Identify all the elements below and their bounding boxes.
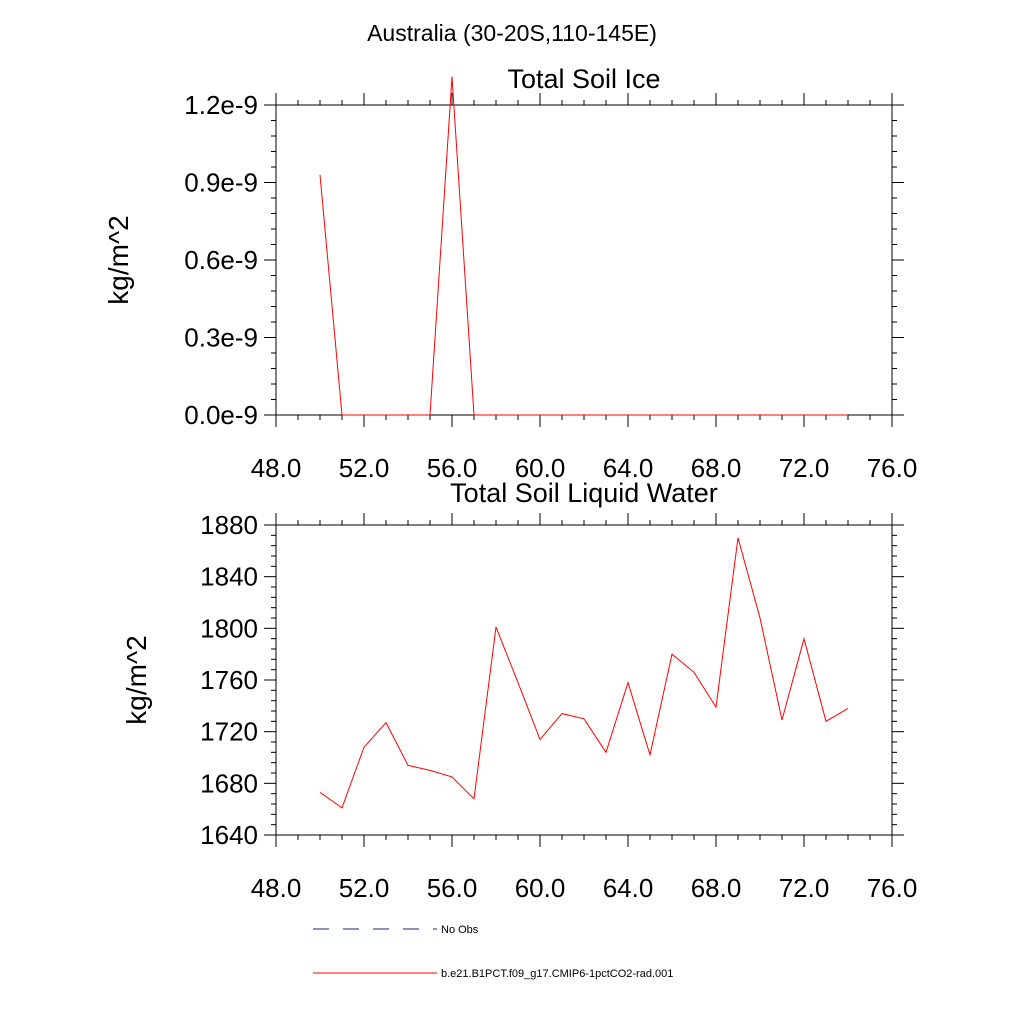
x-tick-label: 60.0 [515,873,566,903]
legend: No Obs b.e21.B1PCT.f09_g17.CMIP6-1pctCO2-… [313,924,673,980]
x-tick-label: 68.0 [691,453,742,483]
y-tick-label: 1760 [200,665,258,695]
x-major-ticks [275,513,893,847]
series-line-1 [319,76,848,416]
x-tick-label: 60.0 [515,453,566,483]
y-tick-label: 1640 [200,820,258,850]
y-tick-label: 0.9e-9 [184,168,258,198]
plot-frame [275,524,893,836]
x-tick-label: 56.0 [427,873,478,903]
y-tick-label: 1840 [200,562,258,592]
series-line-1 [319,537,849,809]
y-tick-label: 1800 [200,613,258,643]
x-tick-label: 52.0 [339,453,390,483]
x-tick-label: 76.0 [867,873,918,903]
x-tick-label: 64.0 [603,873,654,903]
legend-label-1: No Obs [441,924,479,936]
legend-label-2: b.e21.B1PCT.f09_g17.CMIP6-1pctCO2-rad.00… [441,968,673,980]
y-tick-label: 1.2e-9 [184,90,258,120]
y-tick-label: 0.6e-9 [184,245,258,275]
y-axis-label: kg/m^2 [121,635,152,724]
y-tick-label: 1680 [200,768,258,798]
panel-title: Total Soil Liquid Water [450,478,718,508]
x-major-ticks [275,93,893,427]
y-tick-label: 0.0e-9 [184,400,258,430]
y-axis-label: kg/m^2 [103,215,134,304]
panels: Total Soil Ice kg/m^2 48.0 52.0 56.0 60.0 64.0… [103,64,917,903]
figure-supertitle: Australia (30-20S,110-145E) [367,20,657,46]
panel-2: Total Soil Liquid Water kg/m^2 48.0 52.0 56.… [121,478,917,903]
x-tick-label: 76.0 [867,453,918,483]
x-tick-label: 48.0 [251,873,302,903]
x-tick-label: 72.0 [779,453,830,483]
y-tick-label: 1880 [200,510,258,540]
panel-title: Total Soil Ice [507,64,660,94]
y-tick-label: 1720 [200,717,258,747]
x-tick-label: 48.0 [251,453,302,483]
x-tick-label: 56.0 [427,453,478,483]
x-tick-label: 72.0 [779,873,830,903]
plot-frame [275,104,893,416]
x-tick-label: 68.0 [691,873,742,903]
y-tick-label: 0.3e-9 [184,323,258,353]
y-ticks [264,104,904,416]
x-tick-label: 64.0 [603,453,654,483]
x-tick-label: 52.0 [339,873,390,903]
panel-1: Total Soil Ice kg/m^2 48.0 52.0 56.0 60.0 64.0… [103,64,917,483]
y-ticks [264,524,904,836]
